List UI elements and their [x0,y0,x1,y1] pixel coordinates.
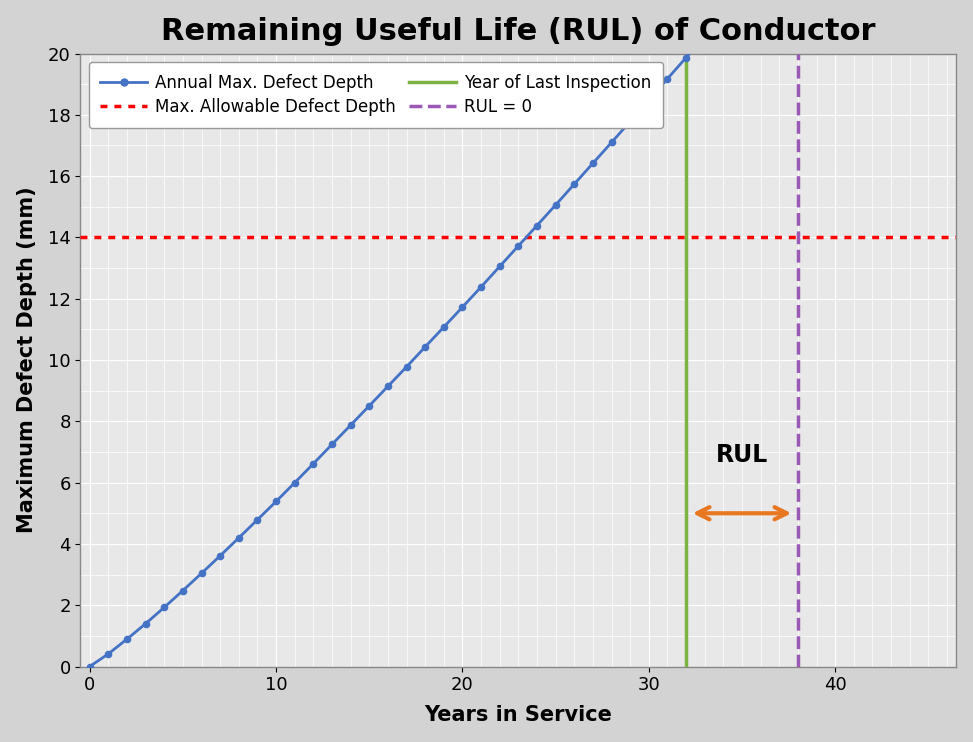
Y-axis label: Maximum Defect Depth (mm): Maximum Defect Depth (mm) [17,187,37,533]
Text: RUL: RUL [716,443,768,467]
Title: Remaining Useful Life (RUL) of Conductor: Remaining Useful Life (RUL) of Conductor [162,16,876,46]
Legend: Annual Max. Defect Depth, Max. Allowable Defect Depth, Year of Last Inspection, : Annual Max. Defect Depth, Max. Allowable… [89,62,664,128]
X-axis label: Years in Service: Years in Service [424,706,612,726]
